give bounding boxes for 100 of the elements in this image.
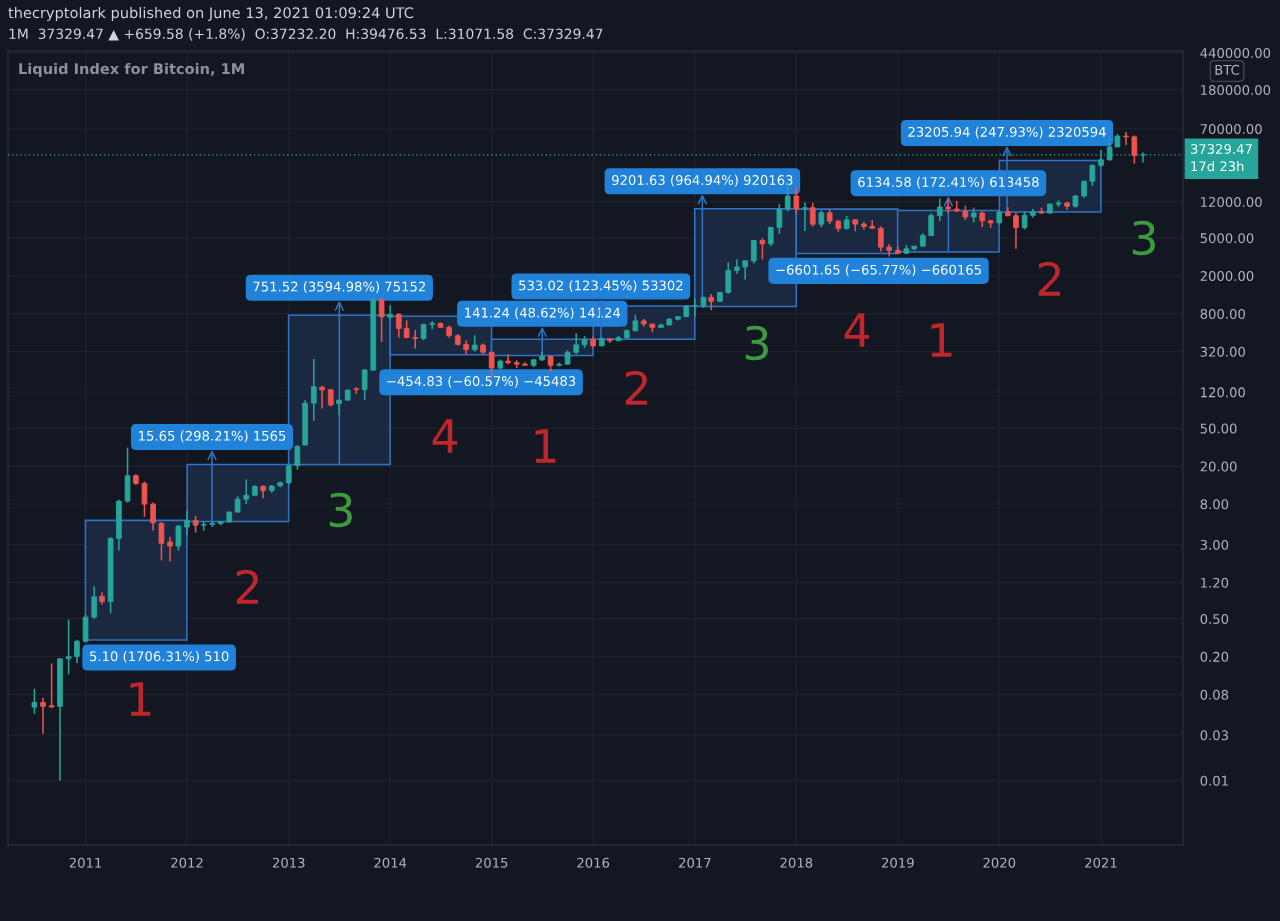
candlestick	[742, 259, 749, 281]
y-tick-label: 0.50	[1200, 613, 1229, 624]
y-axis-title: BTC	[1215, 64, 1240, 75]
candlestick	[1013, 211, 1019, 250]
x-tick-label: 2020	[983, 857, 1016, 868]
y-tick-label: 3.00	[1200, 539, 1229, 550]
annotation: 2	[1038, 261, 1060, 296]
y-tick-label: 1.20	[1201, 577, 1229, 588]
annotation: 1	[931, 323, 952, 357]
candlestick	[378, 297, 385, 343]
data-label: −6601.65 (−65.77%) −660165	[776, 264, 981, 277]
candlestick	[387, 304, 394, 319]
candlestick	[793, 186, 800, 215]
candlestick	[429, 320, 436, 330]
candlestick	[767, 226, 774, 247]
chart-title: thecryptolark published on June 13, 2021 01:09:24 UTC	[8, 6, 414, 22]
candlestick	[945, 197, 951, 214]
candlestick	[91, 585, 98, 620]
candlestick	[175, 524, 182, 552]
candlestick	[48, 662, 55, 709]
y-tick-label: 50.00	[1200, 423, 1237, 434]
candlestick	[928, 212, 934, 237]
candlestick	[802, 201, 808, 232]
y-tick-label: 2000.00	[1200, 271, 1254, 282]
y-tick-label: 320.00	[1200, 346, 1245, 357]
candlestick	[759, 237, 766, 261]
annotation: 3	[745, 325, 768, 361]
y-tick-label: 0.03	[1200, 730, 1228, 741]
x-tick-label: 2015	[475, 857, 508, 868]
x-tick-label: 2011	[69, 857, 102, 868]
y-tick-label: 5000.00	[1200, 233, 1254, 244]
annotation: 3	[329, 492, 352, 528]
data-label: −454.83 (−60.57%) −45483	[387, 375, 576, 388]
candlestick	[31, 687, 38, 715]
candlestick	[74, 639, 80, 665]
annotation: 3	[1132, 220, 1155, 256]
data-label: 15.65 (298.21%) 1565	[139, 430, 286, 443]
annotation: 1	[130, 682, 151, 716]
candlestick	[319, 385, 325, 410]
candlestick	[1131, 134, 1138, 165]
y-tick-label: 180000.00	[1201, 85, 1271, 95]
x-tick-label: 2017	[679, 857, 711, 868]
candlestick	[776, 203, 783, 235]
x-tick-label: 2016	[577, 857, 610, 868]
x-tick-label: 2014	[374, 857, 407, 868]
ref-line-label: 37329.47 17d 23h	[1190, 143, 1252, 172]
candlestick	[65, 618, 72, 676]
candlestick	[750, 239, 757, 265]
data-label: 9201.63 (964.94%) 920163	[612, 174, 793, 187]
candlestick	[692, 297, 698, 318]
bar	[84, 519, 188, 641]
y-tick-label: 20.00	[1200, 461, 1237, 472]
data-label: 751.52 (3594.98%) 75152	[253, 281, 425, 294]
annotation: 2	[625, 370, 647, 405]
candlestick	[336, 398, 342, 416]
candlestick	[412, 329, 419, 350]
candlestick	[734, 258, 740, 275]
data-label: 6134.58 (172.41%) 613458	[858, 176, 1039, 189]
candlestick	[150, 501, 156, 532]
y-tick-label: 0.08	[1200, 689, 1229, 700]
y-tick-label: 0.01	[1200, 775, 1228, 786]
candlestick	[936, 197, 943, 222]
chart-subtitle: 1M 37329.47 ▲ +659.58 (+1.8%) O:37232.20 H:39476.53 L:31071.58 C:37329.47	[9, 28, 603, 41]
annotation: 1	[535, 429, 556, 463]
candlestick	[809, 202, 816, 228]
candlestick	[361, 368, 368, 401]
candlestick	[167, 536, 173, 563]
data-label: 141.24 (48.62%) 14124	[465, 307, 621, 320]
candlestick	[40, 696, 46, 735]
candlestick	[285, 464, 292, 486]
data-label: 5.10 (1706.31%) 510	[89, 651, 229, 663]
candlestick	[573, 332, 580, 356]
annotation: Liquid Index for Bitcoin, 1M	[19, 62, 244, 78]
x-tick-label: 2021	[1085, 857, 1117, 868]
x-tick-label: 2018	[780, 857, 813, 868]
y-tick-label: 70000.00	[1200, 124, 1262, 135]
annotation: 4	[432, 419, 458, 453]
x-tick-label: 2012	[171, 857, 203, 868]
candlestick	[141, 480, 148, 518]
candlestick	[396, 312, 402, 339]
y-tick-label: 440000.00	[1200, 48, 1271, 59]
annotation: 2	[236, 569, 258, 604]
y-tick-label: 0.20	[1200, 651, 1229, 662]
data-label: 23205.94 (247.93%) 2320594	[908, 126, 1106, 139]
candlestick	[310, 358, 317, 422]
y-tick-label: 12000.00	[1201, 196, 1262, 207]
data-label: 533.02 (123.45%) 53302	[519, 280, 683, 292]
x-tick-label: 2013	[272, 857, 305, 868]
y-tick-label: 120.00	[1201, 387, 1245, 398]
candlestick	[184, 510, 190, 536]
y-tick-label: 800.00	[1200, 308, 1245, 319]
candlestick	[1123, 131, 1129, 147]
candlestick	[243, 478, 250, 505]
candlestick	[294, 444, 301, 471]
x-tick-label: 2019	[881, 857, 914, 868]
y-tick-label: 8.00	[1200, 499, 1229, 510]
candlestick	[725, 261, 732, 295]
annotation: 4	[844, 313, 870, 347]
candlestick	[878, 225, 884, 253]
candlestick	[505, 353, 511, 366]
